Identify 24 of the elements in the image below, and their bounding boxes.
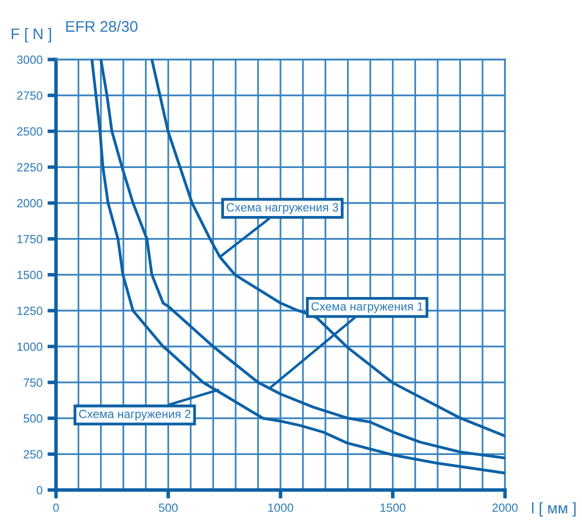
- annotation: Схема нагружения 3: [226, 203, 338, 214]
- y-tick-label: 2250: [17, 163, 42, 172]
- x-tick-label: 1000: [268, 504, 294, 512]
- y-tick-label: 3000: [16, 56, 42, 64]
- y-tick-label: 2750: [17, 91, 42, 100]
- x-tick-label: 1500: [380, 504, 406, 512]
- y-tick-label: 2000: [17, 199, 42, 208]
- y-tick-label: 1500: [17, 270, 42, 280]
- y-tick-label: 1000: [17, 342, 42, 351]
- annotation: Схема нагружения 2: [79, 410, 190, 420]
- chart-title: EFR 28/30: [66, 20, 138, 32]
- y-tick-label: 250: [24, 450, 42, 459]
- y-tick-label: 1250: [17, 306, 42, 316]
- y-tick-label: 750: [24, 378, 42, 387]
- x-tick-label: 0: [53, 504, 59, 512]
- x-tick-label: 2000: [492, 504, 518, 512]
- y-axis-title: F [ N ]: [12, 28, 52, 42]
- annotation: Схема нагружения 1: [312, 302, 423, 313]
- y-tick-label: 0: [36, 486, 42, 494]
- y-tick-label: 500: [24, 414, 42, 423]
- x-axis-title: l [ мм ]: [532, 502, 576, 516]
- y-tick-label: 2500: [17, 127, 42, 136]
- y-tick-label: 1750: [17, 234, 42, 244]
- x-tick-label: 500: [158, 504, 178, 512]
